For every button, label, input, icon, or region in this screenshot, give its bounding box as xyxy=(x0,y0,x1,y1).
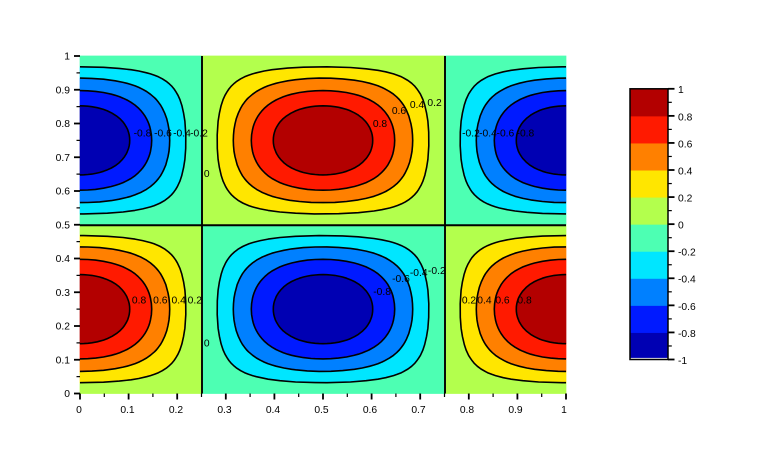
svg-text:0.6: 0.6 xyxy=(153,296,168,307)
svg-text:-0.4: -0.4 xyxy=(678,275,696,286)
svg-text:0.2: 0.2 xyxy=(188,296,203,307)
svg-text:0: 0 xyxy=(204,169,210,180)
svg-text:1: 1 xyxy=(678,85,684,96)
svg-text:0.4: 0.4 xyxy=(172,296,187,307)
svg-text:-0.2: -0.2 xyxy=(678,248,696,259)
svg-text:0.4: 0.4 xyxy=(678,166,693,177)
svg-text:0: 0 xyxy=(64,389,70,400)
svg-text:-0.2: -0.2 xyxy=(190,128,208,139)
svg-text:1: 1 xyxy=(561,405,567,416)
svg-text:1: 1 xyxy=(64,52,70,63)
svg-text:0.1: 0.1 xyxy=(56,355,71,366)
svg-text:0.2: 0.2 xyxy=(678,193,693,204)
svg-text:0: 0 xyxy=(76,405,82,416)
svg-text:0.2: 0.2 xyxy=(169,405,184,416)
svg-text:0.4: 0.4 xyxy=(410,100,425,111)
svg-text:-0.6: -0.6 xyxy=(678,302,696,313)
svg-text:0.6: 0.6 xyxy=(678,139,693,150)
svg-text:-1: -1 xyxy=(678,356,687,367)
svg-text:0.6: 0.6 xyxy=(495,295,510,306)
svg-text:0.6: 0.6 xyxy=(56,187,71,198)
svg-text:0.7: 0.7 xyxy=(56,153,71,164)
svg-text:0.8: 0.8 xyxy=(132,296,147,307)
svg-text:-0.4: -0.4 xyxy=(479,129,497,140)
svg-text:-0.6: -0.6 xyxy=(154,128,172,139)
svg-text:-0.8: -0.8 xyxy=(373,287,391,298)
svg-text:-0.2: -0.2 xyxy=(428,266,446,277)
svg-text:-0.8: -0.8 xyxy=(134,128,152,139)
svg-text:0.6: 0.6 xyxy=(392,106,407,117)
svg-text:-0.8: -0.8 xyxy=(678,329,696,340)
svg-text:0.4: 0.4 xyxy=(266,405,281,416)
svg-text:0.8: 0.8 xyxy=(373,119,388,130)
svg-text:0.6: 0.6 xyxy=(363,405,378,416)
svg-text:0.2: 0.2 xyxy=(56,322,71,333)
svg-text:-0.2: -0.2 xyxy=(462,129,480,140)
svg-text:0.2: 0.2 xyxy=(427,98,442,109)
svg-text:0: 0 xyxy=(204,339,210,350)
svg-text:0.8: 0.8 xyxy=(56,119,71,130)
svg-text:0.1: 0.1 xyxy=(120,405,135,416)
svg-text:0.8: 0.8 xyxy=(678,112,693,123)
svg-text:0.9: 0.9 xyxy=(508,405,523,416)
svg-text:0.7: 0.7 xyxy=(411,405,426,416)
svg-text:0.4: 0.4 xyxy=(56,254,71,265)
svg-text:0.9: 0.9 xyxy=(56,85,71,96)
svg-text:0.5: 0.5 xyxy=(56,220,71,231)
svg-text:0.2: 0.2 xyxy=(462,295,477,306)
svg-text:0.8: 0.8 xyxy=(460,405,475,416)
svg-text:-0.4: -0.4 xyxy=(410,268,428,279)
svg-text:0.8: 0.8 xyxy=(517,295,532,306)
svg-text:-0.8: -0.8 xyxy=(517,129,535,140)
svg-text:-0.4: -0.4 xyxy=(173,128,191,139)
svg-text:0.5: 0.5 xyxy=(314,405,329,416)
svg-text:-0.6: -0.6 xyxy=(497,129,515,140)
svg-text:0: 0 xyxy=(678,221,684,232)
svg-text:0.3: 0.3 xyxy=(56,288,71,299)
svg-text:0.3: 0.3 xyxy=(217,405,232,416)
svg-text:0.4: 0.4 xyxy=(477,295,492,306)
svg-text:-0.6: -0.6 xyxy=(392,274,410,285)
